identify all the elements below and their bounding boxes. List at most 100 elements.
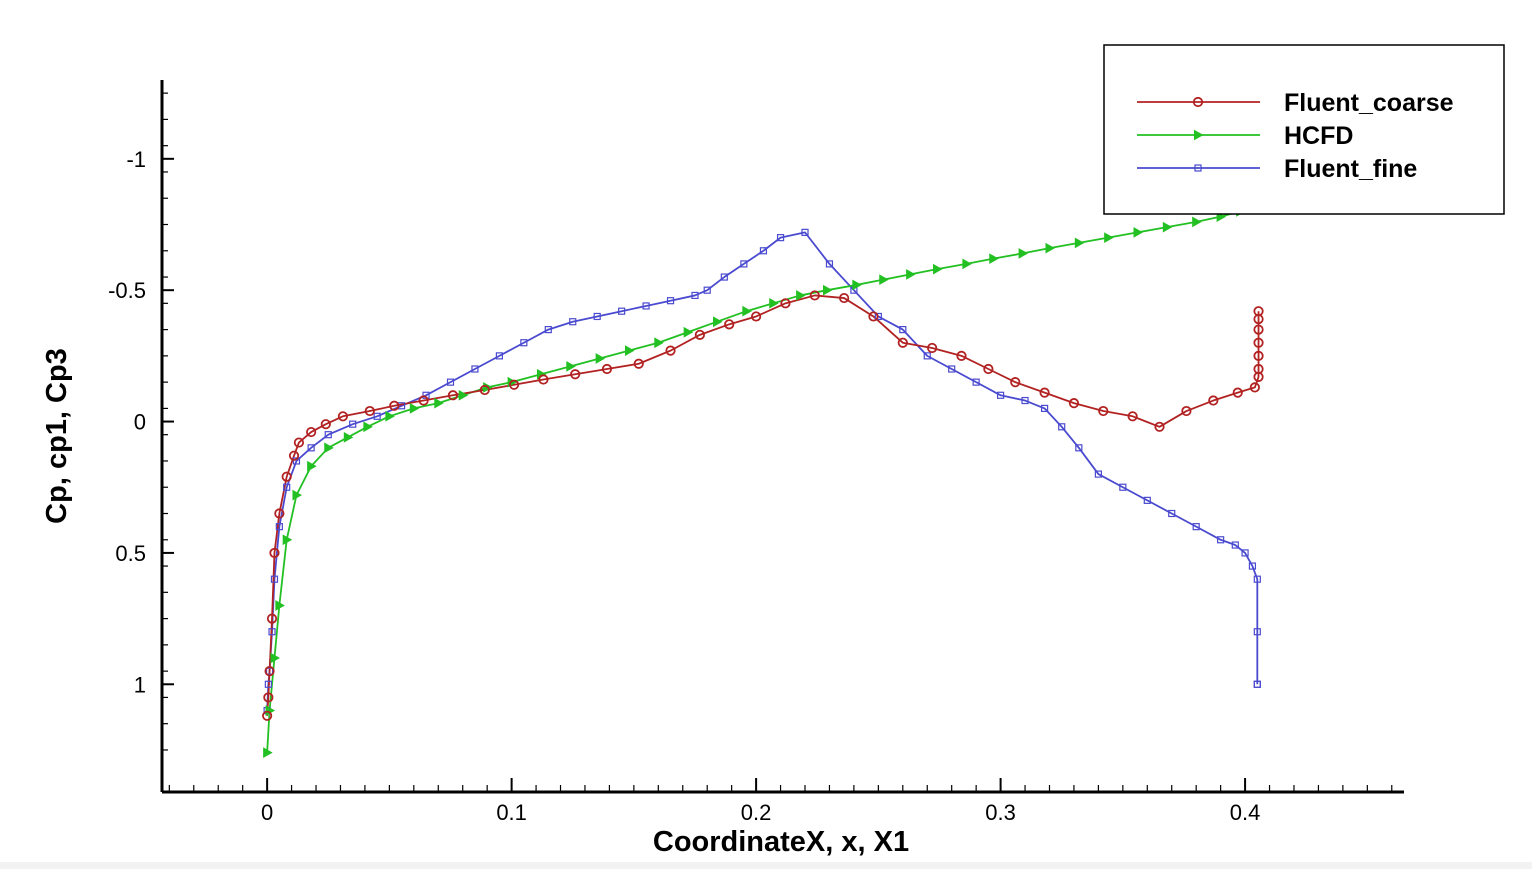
data-point — [724, 319, 735, 330]
data-point — [1068, 398, 1080, 409]
data-point — [906, 269, 916, 280]
data-point — [983, 363, 994, 375]
data-point — [642, 302, 650, 310]
data-point — [373, 412, 381, 420]
data-point — [409, 403, 420, 414]
data-point — [868, 311, 879, 322]
plot-markers — [262, 179, 1264, 758]
data-point — [337, 411, 349, 422]
data-point — [720, 273, 728, 281]
data-point — [265, 667, 274, 675]
data-point — [349, 420, 357, 428]
data-point — [1192, 523, 1200, 531]
data-point — [263, 747, 273, 758]
data-point — [1253, 350, 1264, 361]
data-point — [618, 307, 626, 315]
data-point — [879, 274, 889, 286]
data-point — [703, 286, 711, 294]
series-line — [266, 231, 1259, 711]
y-tick-label: -0.5 — [108, 278, 146, 303]
y-tick-label: -1 — [126, 147, 146, 172]
data-point — [809, 290, 820, 301]
axes: -1 -0.5 0 0.5 1 0 0.1 0.2 0.3 0.4 — [108, 80, 1404, 825]
data-point — [1143, 496, 1151, 504]
data-point — [874, 312, 882, 321]
data-point — [759, 247, 768, 255]
data-point — [780, 298, 791, 309]
data-point — [927, 342, 938, 354]
data-point — [825, 260, 834, 268]
data-point — [1154, 421, 1165, 432]
x-tick-label: 0.4 — [1230, 800, 1261, 825]
legend-label: Fluent_coarse — [1284, 89, 1454, 117]
bottom-strip — [0, 862, 1532, 869]
data-point — [270, 575, 279, 583]
data-point — [1194, 164, 1202, 172]
data-point — [1041, 404, 1049, 413]
data-point — [899, 325, 907, 334]
data-point — [1039, 387, 1050, 398]
data-point — [306, 426, 317, 438]
data-point — [1192, 96, 1204, 108]
data-point — [972, 378, 980, 386]
data-point — [544, 325, 552, 334]
data-point — [1127, 411, 1138, 422]
data-point — [740, 260, 748, 268]
data-point — [1208, 395, 1219, 406]
data-point — [1045, 242, 1056, 254]
data-point — [595, 353, 606, 364]
y-ticks: -1 -0.5 0 0.5 1 — [108, 92, 174, 751]
data-point — [989, 253, 999, 265]
data-point — [292, 489, 302, 501]
legend-label: HCFD — [1284, 122, 1353, 150]
data-point — [458, 389, 469, 401]
data-point — [683, 326, 694, 338]
legend-items: Fluent_coarse HCFD Fluent_fine — [1137, 89, 1454, 183]
data-point — [1018, 248, 1029, 259]
data-point — [691, 291, 699, 300]
data-point — [434, 397, 444, 409]
legend: Fluent_coarse HCFD Fluent_fine — [1103, 44, 1505, 215]
data-point — [495, 352, 503, 360]
data-point — [1253, 628, 1261, 636]
data-point — [566, 361, 576, 372]
x-tick-label: 0.1 — [496, 800, 527, 825]
data-point — [1217, 536, 1225, 544]
data-point — [1162, 221, 1173, 233]
data-point — [933, 263, 943, 275]
data-point — [1119, 483, 1127, 491]
data-point — [385, 410, 395, 422]
data-point — [538, 374, 549, 385]
data-point — [479, 384, 490, 396]
data-point — [1192, 216, 1202, 228]
data-point — [654, 337, 664, 349]
data-point — [751, 311, 762, 322]
data-point — [593, 312, 601, 321]
data-point — [769, 297, 779, 309]
data-point — [343, 431, 354, 443]
data-point — [324, 431, 332, 439]
x-axis-title: CoordinateX, x, X1 — [653, 826, 909, 858]
data-point — [801, 228, 809, 236]
data-point — [270, 652, 280, 664]
data-point — [1021, 396, 1029, 405]
data-point — [1074, 237, 1085, 249]
data-point — [389, 400, 400, 411]
data-point — [269, 547, 280, 559]
data-point — [1232, 387, 1243, 398]
data-point — [897, 337, 908, 348]
data-point — [666, 297, 675, 305]
legend-box — [1103, 44, 1505, 215]
data-point — [665, 345, 676, 356]
y-tick-label: 1 — [134, 672, 146, 697]
data-point — [601, 363, 613, 375]
y-axis-title: Cp, cp1, Cp3 — [41, 348, 73, 524]
data-point — [324, 442, 334, 454]
data-point — [266, 613, 278, 624]
data-point — [275, 523, 283, 531]
data-point — [520, 339, 528, 347]
data-point — [471, 365, 479, 373]
data-point — [570, 369, 581, 380]
data-point — [1253, 306, 1264, 317]
data-point — [264, 666, 275, 677]
